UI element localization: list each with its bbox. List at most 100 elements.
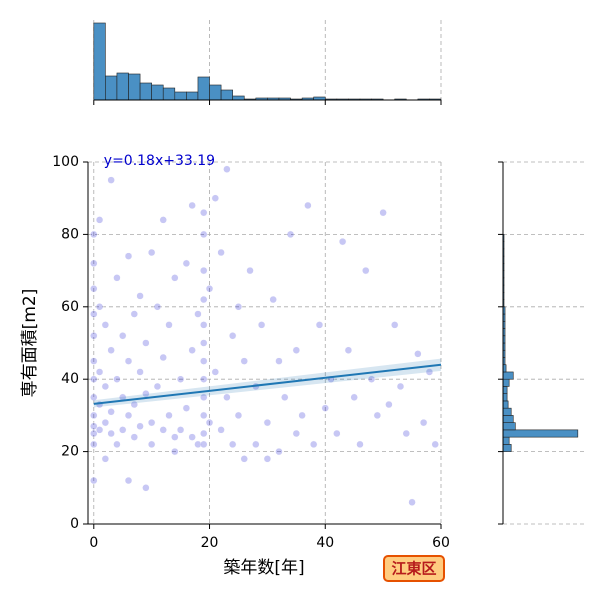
point	[107, 176, 115, 184]
point	[101, 418, 110, 427]
point	[367, 375, 376, 383]
point	[252, 440, 260, 449]
point	[315, 321, 324, 329]
point	[182, 404, 191, 412]
point	[199, 429, 208, 438]
point	[90, 429, 98, 438]
point	[90, 259, 98, 268]
point	[124, 476, 133, 485]
point	[90, 411, 98, 420]
point	[223, 393, 231, 402]
point	[228, 440, 237, 449]
point	[153, 382, 162, 391]
point	[217, 426, 225, 434]
point	[194, 440, 202, 449]
point	[171, 447, 179, 456]
x-tick-label: 40	[316, 535, 334, 551]
x-tick-label: 60	[432, 535, 450, 551]
point	[176, 426, 185, 434]
point	[101, 321, 110, 329]
point	[240, 357, 248, 365]
point	[298, 411, 306, 420]
point	[188, 201, 196, 210]
point	[90, 357, 98, 365]
point	[379, 208, 387, 217]
point	[205, 284, 214, 293]
y-tick-label: 100	[52, 154, 79, 170]
point	[171, 274, 179, 282]
point	[194, 310, 202, 318]
point	[199, 230, 208, 239]
point	[263, 418, 272, 427]
hist-bar	[174, 91, 187, 101]
point	[356, 440, 364, 449]
point	[269, 295, 277, 304]
point	[124, 357, 133, 365]
point	[101, 455, 110, 463]
x-tick-label: 20	[201, 535, 219, 551]
point	[211, 194, 220, 202]
point	[136, 422, 144, 431]
point	[199, 295, 208, 304]
point	[362, 266, 370, 275]
hist-bar	[151, 84, 164, 101]
point	[118, 426, 127, 434]
point	[188, 346, 196, 354]
hist-bar	[186, 91, 199, 101]
point	[304, 201, 312, 210]
y-tick-label: 40	[61, 371, 79, 387]
y-axis-label: 専有面積[m2]	[20, 289, 40, 398]
point	[107, 429, 115, 438]
point	[385, 400, 393, 409]
point	[182, 259, 191, 268]
point	[142, 339, 150, 347]
point	[176, 375, 185, 383]
point	[275, 357, 283, 365]
point	[425, 368, 434, 376]
point	[350, 393, 358, 402]
hist-bar	[502, 393, 508, 402]
point	[95, 216, 104, 224]
y-tick-label: 20	[61, 444, 79, 460]
point	[205, 418, 214, 427]
x-axis-label: 築年数[年]	[223, 558, 304, 578]
point	[130, 400, 139, 409]
point	[90, 476, 98, 485]
point	[124, 411, 133, 420]
point	[402, 429, 411, 438]
point	[165, 321, 173, 329]
point	[390, 321, 399, 329]
point	[234, 303, 243, 311]
point	[95, 426, 104, 434]
hist-bar	[502, 386, 508, 394]
hist-bar	[220, 89, 233, 101]
point	[321, 404, 330, 412]
point	[188, 433, 196, 441]
x-tick-label: 0	[89, 535, 98, 551]
point	[228, 332, 237, 340]
point	[153, 303, 162, 311]
point	[396, 382, 405, 391]
point	[159, 353, 167, 362]
point	[136, 292, 144, 300]
point	[199, 393, 208, 402]
point	[292, 346, 301, 354]
point	[211, 368, 220, 376]
point	[199, 375, 208, 383]
point	[90, 230, 98, 239]
hist-bar	[502, 378, 510, 387]
hist-bar	[502, 436, 510, 445]
point	[199, 266, 208, 275]
point	[199, 411, 208, 420]
hist-bar	[502, 400, 509, 409]
point	[90, 375, 98, 383]
point	[246, 266, 254, 275]
annotation: y=0.18x+33.19	[104, 153, 215, 169]
point	[257, 321, 266, 329]
point	[147, 418, 156, 427]
point	[217, 248, 225, 257]
hist-bar	[502, 371, 514, 380]
point	[130, 433, 139, 441]
point	[159, 426, 167, 434]
